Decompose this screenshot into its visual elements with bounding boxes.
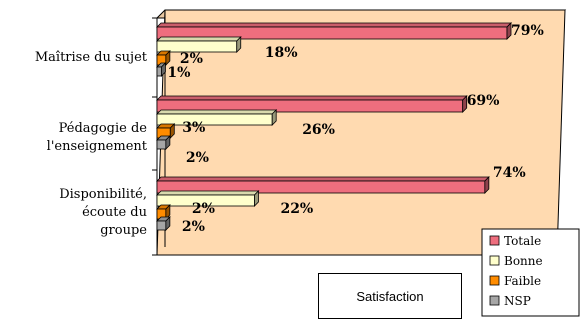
category-label: Disponibilité, bbox=[59, 187, 147, 202]
bar-bonne bbox=[156, 190, 260, 207]
bar-nsp bbox=[156, 135, 171, 150]
legend-swatch bbox=[489, 235, 500, 246]
legend-label: Totale bbox=[504, 234, 541, 248]
category-label: groupe bbox=[100, 223, 147, 238]
bar-bonne bbox=[156, 109, 278, 126]
bar-totale bbox=[156, 22, 512, 40]
data-label-bonne: 26% bbox=[302, 122, 335, 138]
bars bbox=[156, 22, 512, 231]
data-label-faible: 2% bbox=[192, 201, 215, 217]
category-label: l'enseignement bbox=[47, 139, 148, 154]
legend-swatch bbox=[489, 255, 500, 266]
legend-label: NSP bbox=[504, 294, 531, 308]
bar-faible bbox=[156, 50, 171, 66]
chart-wall bbox=[152, 9, 567, 256]
data-label-nsp: 2% bbox=[186, 150, 209, 166]
legend-label: Faible bbox=[504, 274, 541, 288]
bar-nsp bbox=[156, 62, 167, 77]
bar-totale bbox=[156, 95, 468, 113]
legend-swatch bbox=[489, 275, 500, 286]
category-label: Maîtrise du sujet bbox=[35, 50, 148, 65]
data-label-faible: 3% bbox=[182, 120, 205, 136]
legend-swatch bbox=[489, 295, 500, 306]
satisfaction-caption-box: Satisfaction bbox=[318, 273, 462, 319]
data-label-totale: 79% bbox=[511, 23, 544, 39]
data-label-bonne: 18% bbox=[265, 45, 298, 61]
data-labels: 79%18%2%1%69%26%3%2%74%22%2%2% bbox=[167, 23, 543, 235]
legend-label: Bonne bbox=[504, 254, 543, 268]
category-label: Pédagogie de bbox=[59, 121, 148, 136]
bar-nsp bbox=[156, 216, 171, 231]
category-label: écoute du bbox=[82, 205, 147, 220]
data-label-totale: 69% bbox=[467, 93, 500, 109]
legend: Totale Bonne Faible NSP bbox=[481, 228, 580, 317]
data-label-faible: 2% bbox=[180, 51, 203, 67]
category-labels: Maîtrise du sujet Pédagogie de l'enseignem… bbox=[35, 50, 148, 238]
satisfaction-caption: Satisfaction bbox=[356, 288, 424, 304]
bar-faible bbox=[156, 123, 176, 139]
data-label-nsp: 2% bbox=[182, 219, 205, 235]
bar-totale bbox=[156, 176, 490, 194]
data-label-totale: 74% bbox=[493, 165, 526, 181]
bar-bonne bbox=[156, 36, 242, 53]
data-label-bonne: 22% bbox=[280, 201, 313, 217]
data-label-nsp: 1% bbox=[167, 65, 190, 81]
